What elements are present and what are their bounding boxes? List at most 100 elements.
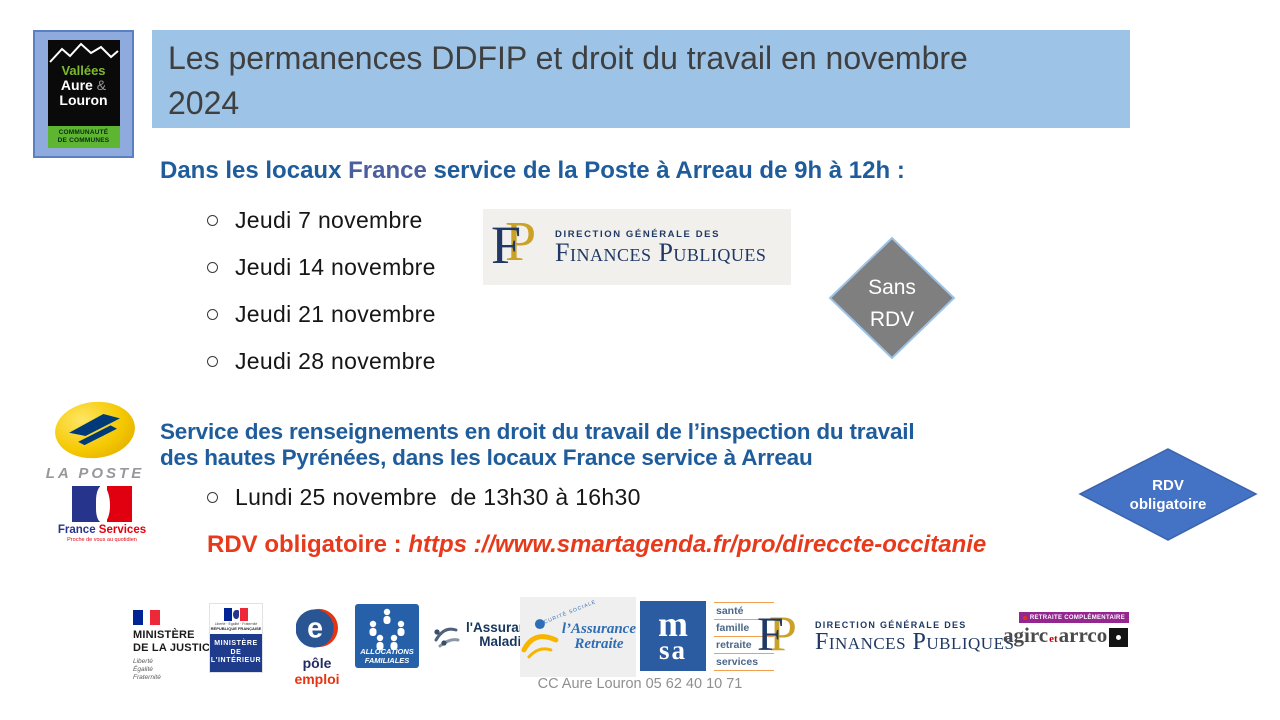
section1-heading-pre: Dans les locaux [160, 157, 349, 184]
circle-bullet-icon [207, 355, 218, 367]
flag-blue [72, 486, 100, 522]
diamond-shape [828, 236, 956, 360]
section2-heading-line2: des hautes Pyrénées, dans les locaux Fra… [160, 445, 813, 470]
interieur-flag-block: Liberté · Égalité · Fraternité RÉPUBLIQU… [210, 604, 262, 634]
dgfip-line2: Finances Publiques [555, 237, 767, 267]
france-services-flag-icon [70, 486, 134, 522]
interieur-name: MINISTÈRE DE L'INTÉRIEUR [210, 634, 262, 672]
ministere-justice-logo: MINISTÈRE DE LA JUSTICE Liberté Égalité … [133, 610, 225, 682]
agirc-mark-icon [1109, 628, 1129, 647]
marianne-silhouette [96, 486, 110, 522]
msa-words: santé famille retraite services [714, 601, 774, 671]
list-item: Jeudi 21 novembre [207, 301, 436, 327]
assurance-retraite-name: l’Assurance Retraite [561, 621, 636, 652]
dgfip-logo: P F DIRECTION GÉNÉRALE DES Finances Publ… [757, 606, 1014, 666]
france-services-name2: Services [98, 524, 147, 536]
interieur-republique: RÉPUBLIQUE FRANÇAISE [210, 625, 262, 631]
community-logo-line3: Louron [59, 92, 108, 108]
dgfip-logo: P F DIRECTION GÉNÉRALE DES Finances Publ… [483, 209, 791, 285]
msa-square: m sa [640, 601, 706, 671]
community-logo-ampersand: & [96, 77, 107, 93]
community-logo-line2-row: Aure & [61, 78, 106, 93]
dgfip-line1: DIRECTION GÉNÉRALE DES [555, 228, 721, 240]
community-logo-inner: Vallées Aure & Louron COMMUNAUTÉ DE COMM… [47, 40, 120, 148]
pole-emploi-circle-icon: e [295, 608, 338, 648]
sans-rdv-diamond: Sans RDV [828, 236, 956, 360]
pole-emploi-name: pôle emploi [294, 655, 340, 687]
flag-red [107, 486, 132, 522]
interieur-motto: Liberté · Égalité · Fraternité [214, 621, 258, 626]
community-logo-line1: Vallées [61, 63, 106, 78]
la-poste-bird-icon [69, 414, 120, 446]
list-item: Jeudi 14 novembre [207, 254, 436, 280]
circle-bullet-icon [207, 214, 218, 226]
section1-heading-post: service de la Poste à Arreau de 9h à 12h… [426, 157, 905, 184]
circle-bullet-icon [207, 491, 218, 503]
agirc-name: agirc et arrco [1003, 624, 1129, 651]
section1-list: Jeudi 7 novembre Jeudi 14 novembre Jeudi… [207, 207, 436, 395]
community-logo: Vallées Aure & Louron COMMUNAUTÉ DE COMM… [33, 30, 134, 158]
red-dot-icon [1022, 615, 1027, 620]
dgfip-monogram-f: F [757, 608, 784, 661]
msa-sa: sa [658, 634, 687, 665]
french-flag-icon [133, 610, 160, 625]
footer-contact: CC Aure Louron 05 62 40 10 71 [537, 676, 743, 692]
section2-heading: Service des renseignements en droit du t… [160, 419, 1150, 471]
list-item-label: Jeudi 28 novembre [235, 347, 436, 374]
rdv-obligatoire-diamond: RDV obligatoire [1078, 448, 1258, 541]
rdv-url-link[interactable]: https ://www.smartagenda.fr/pro/direccte… [408, 531, 987, 558]
section1-heading-highlight: France [348, 157, 427, 184]
france-services-name1: France [57, 524, 96, 536]
rdv-diamond-line2: obligatoire [1130, 496, 1207, 513]
mountains-icon [48, 42, 119, 63]
french-flag-icon [224, 607, 248, 621]
msa-m: m [658, 603, 688, 644]
france-services-logo: France Services Proche de vous au quotid… [52, 486, 152, 543]
allocations-familiales-logo: ALLOCATIONS FAMILIALES [355, 604, 419, 668]
france-services-tagline: Proche de vous au quotidien [67, 537, 137, 543]
la-poste-ellipse [52, 397, 138, 463]
la-poste-label: LA POSTE [45, 465, 145, 482]
msa-logo: m sa santé famille retraite services [640, 601, 774, 671]
dgfip-monogram-p: P [505, 211, 537, 273]
pole-emploi-logo: e pôle emploi [281, 607, 353, 687]
community-logo-band: COMMUNAUTÉ DE COMMUNES [47, 126, 120, 148]
dgfip-line2: Finances Publiques [815, 629, 1015, 655]
pole-emploi-e: e [307, 613, 323, 645]
rdv-instruction: RDV obligatoire : https ://www.smartagen… [207, 531, 986, 559]
section1-heading: Dans les locaux France service de la Pos… [160, 157, 1140, 185]
list-item: Jeudi 7 novembre [207, 207, 436, 233]
assurance-retraite-figure-icon [521, 619, 559, 659]
la-poste-logo: LA POSTE [40, 397, 150, 482]
circle-bullet-icon [207, 261, 218, 273]
community-logo-line2: Aure [60, 77, 93, 93]
rdv-label: RDV obligatoire : [207, 531, 409, 558]
dgfip-monogram-f: F [491, 215, 522, 275]
justice-motto: Liberté Égalité Fraternité [133, 658, 161, 681]
list-item: Jeudi 28 novembre [207, 348, 436, 374]
community-logo-band-line1: COMMUNAUTÉ [58, 129, 109, 136]
assurance-maladie-icon [434, 627, 460, 648]
caf-people-icon [369, 608, 405, 650]
france-services-name: France Services [52, 524, 152, 536]
dgfip-text: DIRECTION GÉNÉRALE DES Finances Publique… [555, 229, 766, 266]
rdv-diamond-line1: RDV [1152, 477, 1184, 494]
dgfip-monogram-icon: P F [757, 606, 809, 666]
caf-name: ALLOCATIONS FAMILIALES [360, 647, 414, 665]
justice-line1: MINISTÈRE [133, 629, 195, 641]
community-logo-band-line2: DE COMMUNES [57, 137, 110, 144]
ministere-interieur-logo: Liberté · Égalité · Fraternité RÉPUBLIQU… [210, 604, 262, 672]
diamond-shape [1078, 448, 1258, 541]
section2-heading-line1: Service des renseignements en droit du t… [160, 419, 915, 444]
list-item-label: Jeudi 14 novembre [235, 253, 436, 280]
justice-line2: DE LA JUSTICE [133, 641, 218, 654]
list-item-label: Jeudi 21 novembre [235, 300, 436, 327]
list-item: Lundi 25 novembre de 13h30 à 16h30 [207, 484, 641, 510]
list-item-label: Jeudi 7 novembre [235, 206, 423, 233]
dgfip-line1: DIRECTION GÉNÉRALE DES [815, 620, 967, 630]
dgfip-monogram-icon: P F [491, 211, 549, 279]
list-item-label: Lundi 25 novembre de 13h30 à 16h30 [235, 483, 641, 510]
dgfip-text: DIRECTION GÉNÉRALE DES Finances Publique… [815, 620, 1014, 654]
agirc-arrco-logo: RETRAITE COMPLÉMENTAIRE agirc et arrco [1003, 612, 1129, 651]
